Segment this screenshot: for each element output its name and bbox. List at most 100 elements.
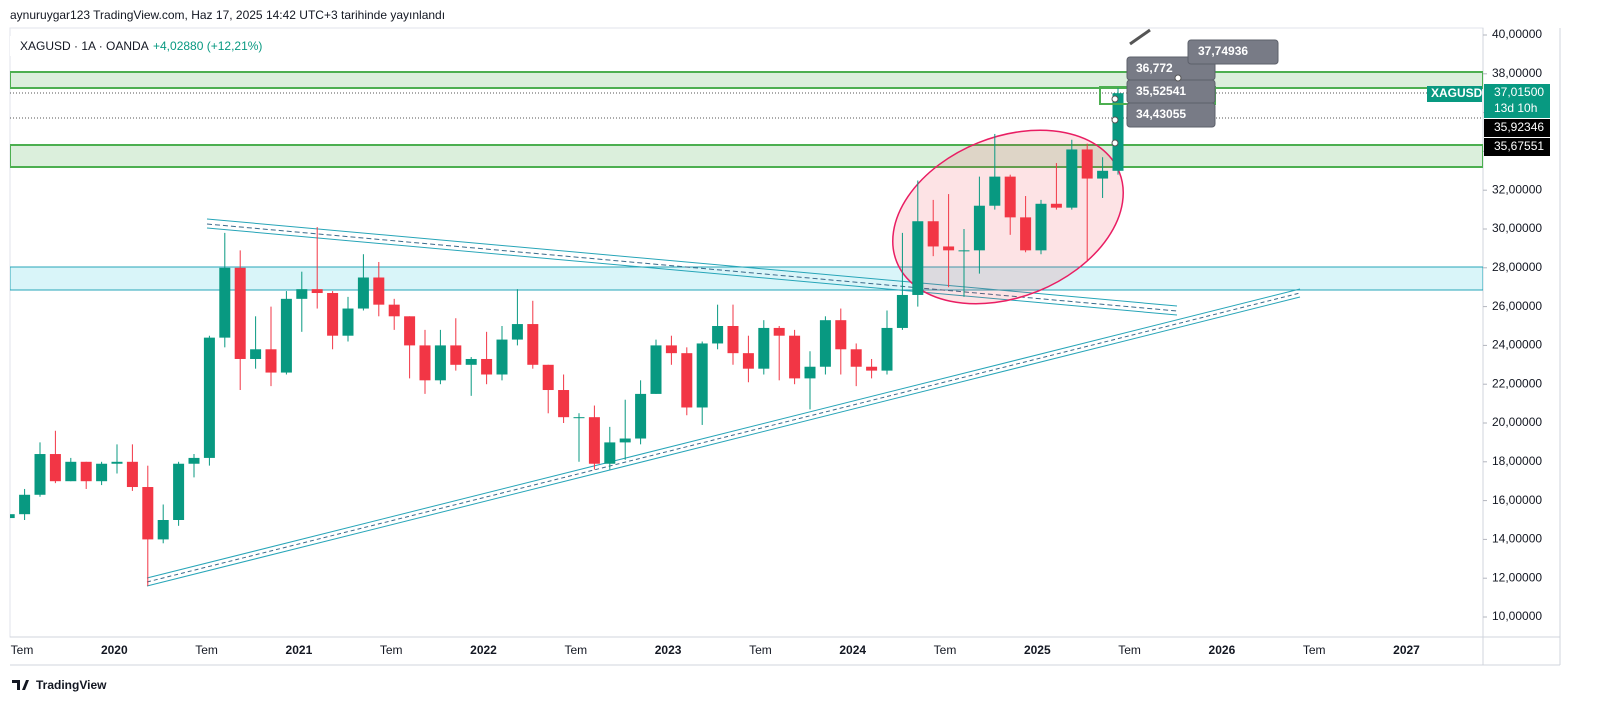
anchor: [1174, 74, 1182, 82]
footer: TradingView: [36, 678, 107, 692]
candle-body: [219, 267, 231, 338]
candle-body: [588, 417, 600, 464]
candle-body: [850, 349, 862, 367]
candle-body: [542, 364, 554, 391]
candle-body: [650, 345, 662, 394]
y-tick-label: 24,00000: [1492, 338, 1542, 352]
candle-body: [34, 454, 46, 495]
candle-body: [327, 293, 339, 336]
candle-body: [665, 345, 677, 354]
callout-text: 35,52541: [1136, 84, 1186, 98]
trend-line: [206, 227, 1178, 316]
candle-body: [742, 353, 754, 369]
symbol: XAGUSD · 1A · OANDA: [20, 39, 149, 53]
candle-body: [866, 366, 878, 371]
candle-body: [234, 267, 246, 359]
candle-body: [973, 205, 985, 251]
candle-body: [1004, 176, 1016, 218]
y-tick-label: 12,00000: [1492, 570, 1542, 584]
candle-body: [773, 327, 785, 336]
x-tick-label: 2022: [470, 643, 497, 657]
candle-body: [712, 326, 724, 344]
y-tick-label: 40,00000: [1492, 27, 1542, 41]
x-tick-label: Tem: [1118, 643, 1141, 657]
candle-body: [188, 457, 200, 464]
callout-text: 37,74936: [1198, 44, 1248, 58]
anchor: [1111, 139, 1119, 147]
badge-symbol: XAGUSD: [1431, 86, 1483, 100]
candle-body: [1112, 93, 1124, 171]
arrow: [1129, 28, 1151, 46]
callout-text: 36,772: [1136, 61, 1173, 75]
x-tick-label: Tem: [934, 643, 957, 657]
x-tick-label: 2024: [839, 643, 866, 657]
candle-body: [1020, 217, 1032, 251]
y-tick-label: 26,00000: [1492, 299, 1542, 313]
anchor: [1111, 116, 1119, 124]
candle-body: [357, 277, 369, 309]
x-tick-label: 2026: [1209, 643, 1236, 657]
candle-body: [404, 316, 416, 346]
legend-bg: [10, 36, 272, 56]
annotations: 36,772 37,74936 35,52541 34,43055: [1099, 28, 1279, 147]
trend-line: [206, 218, 1178, 307]
y-tick-label: 30,00000: [1492, 221, 1542, 235]
candle-body: [96, 463, 108, 482]
candle-body: [1035, 203, 1047, 251]
candle-body: [311, 289, 323, 294]
price-label: 35,92346: [1494, 120, 1544, 134]
candle-body: [804, 366, 816, 379]
candle-body: [1066, 149, 1078, 208]
candle-body: [373, 277, 385, 305]
candle-body: [388, 304, 400, 317]
candle-body: [943, 246, 955, 251]
y-tick-label: 38,00000: [1492, 66, 1542, 80]
candle-body: [927, 221, 939, 247]
candle-body: [280, 298, 292, 373]
x-tick-label: Tem: [1303, 643, 1326, 657]
candle-body: [49, 454, 61, 482]
y-tick-label: 32,00000: [1492, 182, 1542, 196]
callout: [1126, 102, 1216, 128]
x-tick-label: 2027: [1393, 643, 1420, 657]
price-badge: [1484, 84, 1550, 118]
candle-body: [1097, 170, 1109, 179]
zone: [10, 266, 1483, 291]
candle-body: [527, 324, 539, 365]
candle-body: [635, 393, 647, 439]
candle-body: [157, 520, 169, 540]
logo-icon: [12, 680, 29, 690]
candle-body: [203, 337, 215, 458]
y-tick-label: 22,00000: [1492, 376, 1542, 390]
x-tick-label: Tem: [195, 643, 218, 657]
candle-body: [511, 324, 523, 340]
candle-body: [10, 514, 15, 519]
change: +4,02880 (+12,21%): [153, 39, 262, 53]
candle-body: [1050, 203, 1062, 208]
candle-body: [434, 345, 446, 381]
candle-body: [65, 461, 77, 482]
y-tick-label: 28,00000: [1492, 260, 1542, 274]
price-label-bg: [1484, 119, 1550, 137]
candle-body: [481, 358, 493, 375]
time-axis: Tem 2020 Tem 2021 Tem 2022 Tem 2023 Tem 2024 Tem 20…: [11, 643, 1421, 657]
candle-body: [835, 320, 847, 350]
candle-body: [142, 487, 154, 540]
candle-body: [465, 358, 477, 365]
badge: [1427, 86, 1482, 102]
candle-body: [296, 289, 308, 299]
candle-body: [450, 345, 462, 365]
candle-body: [789, 335, 801, 379]
candle-body: [111, 461, 123, 464]
candle-body: [819, 320, 831, 367]
candle-body: [250, 349, 262, 359]
candle-body: [80, 461, 92, 482]
logo: TradingView: [12, 678, 107, 692]
candle-body: [619, 438, 631, 443]
candle-body: [881, 327, 893, 371]
candle-body: [896, 294, 908, 328]
zone: [10, 71, 1483, 89]
candles: [10, 87, 1124, 586]
candle-body: [265, 349, 277, 373]
